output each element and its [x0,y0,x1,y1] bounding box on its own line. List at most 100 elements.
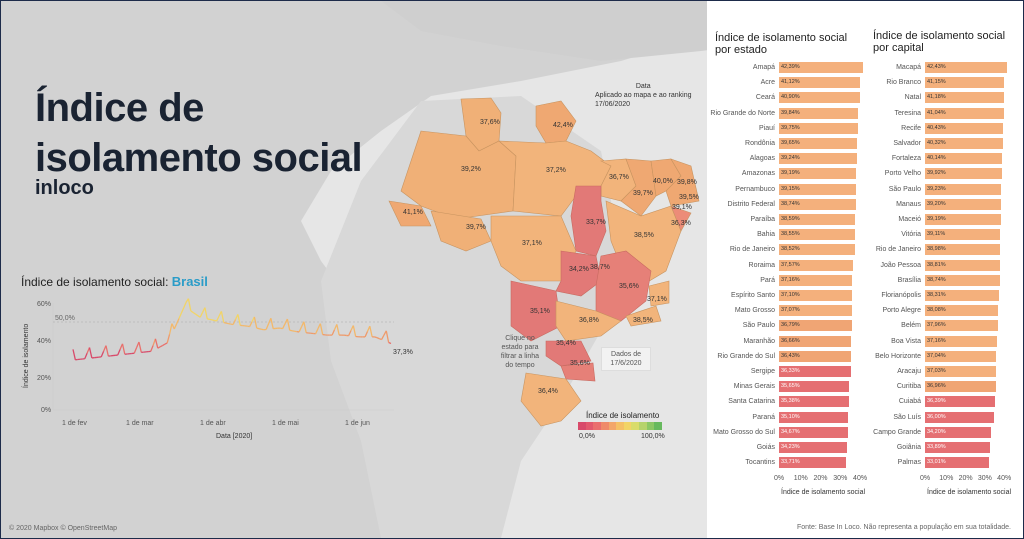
ranking-label[interactable]: Amapá [752,64,775,71]
state-parana[interactable] [545,340,592,367]
ranking-bar[interactable]: 38,74% [779,198,856,210]
ranking-bar[interactable]: 36,43% [779,350,851,362]
ranking-bar[interactable]: 37,16% [779,274,853,286]
ranking-bar[interactable]: 42,43% [925,62,1007,73]
ranking-label[interactable]: Belo Horizonte [875,352,921,360]
ranking-bar[interactable]: 34,67% [779,426,848,438]
ranking-label[interactable]: Distrito Federal [727,200,775,208]
ranking-bar[interactable]: 41,12% [779,77,861,89]
ranking-bar[interactable]: 39,11% [925,229,1001,241]
ranking-label[interactable]: Amazonas [741,170,775,178]
ranking-label[interactable]: Porto Velho [884,170,921,178]
ranking-label[interactable]: João Pessoa [880,261,921,269]
ranking-bar[interactable]: 34,23% [779,442,847,453]
state-tocantins[interactable] [570,185,607,257]
ranking-bar[interactable]: 36,66% [779,335,852,347]
state-goias[interactable] [555,250,602,297]
ranking-label[interactable]: Fortaleza [891,155,921,163]
ranking-label[interactable]: Paraíba [750,216,775,223]
ranking-bar[interactable]: 38,81% [925,259,1000,271]
ranking-label[interactable]: Rio Grande do Norte [710,109,775,117]
ranking-bar[interactable]: 33,01% [925,457,989,469]
ranking-label[interactable]: Bahia [757,231,775,239]
ranking-label[interactable]: Acre [760,79,775,87]
brasil-line-chart[interactable]: 50,0% 60% 40% 20% 0% Índice de isolament… [19,293,429,443]
ranking-label[interactable]: Palmas [897,459,921,467]
ranking-bar[interactable]: 39,19% [925,214,1001,225]
ranking-label[interactable]: Manaus [896,200,921,208]
ranking-label[interactable]: Porto Alegre [882,307,921,315]
ranking-bar[interactable]: 36,00% [925,411,995,423]
ranking-bar[interactable]: 37,07% [779,305,853,317]
ranking-bar[interactable]: 39,19% [779,168,857,180]
ranking-bar[interactable]: 41,15% [925,77,1005,89]
ranking-label[interactable]: Rio de Janeiro [875,246,921,254]
ranking-bar[interactable]: 39,15% [779,183,857,195]
ranking-bar[interactable]: 38,59% [779,214,856,225]
ranking-bar[interactable]: 37,16% [925,335,997,347]
ranking-bar[interactable]: 36,33% [779,366,851,377]
ranking-label[interactable]: Sergipe [750,368,775,375]
state-rondonia[interactable] [430,210,492,252]
ranking-label[interactable]: Vitória [901,231,921,239]
ranking-bar[interactable]: 37,04% [925,350,997,362]
ranking-label[interactable]: Boa Vista [891,337,921,345]
ranking-bar[interactable]: 40,90% [779,92,860,104]
ranking-label[interactable]: Brasília [897,276,921,284]
ranking-bar[interactable]: 37,10% [779,290,853,301]
ranking-label[interactable]: Curitiba [896,383,921,391]
ranking-label[interactable]: Pernambuco [735,185,775,193]
state-santa-catarina[interactable] [560,362,596,382]
ranking-bar[interactable]: 42,39% [779,62,863,73]
ranking-bar[interactable]: 39,24% [779,153,857,165]
ranking-bar[interactable]: 36,39% [925,396,996,408]
ranking-bar[interactable]: 40,43% [925,122,1003,134]
ranking-label[interactable]: Salvador [893,140,921,147]
ranking-label[interactable]: Natal [904,94,921,102]
date-filter-value[interactable]: 17/06/2020 [595,101,631,108]
ranking-label[interactable]: Florianópolis [881,292,921,299]
ranking-label[interactable]: São Paulo [742,322,775,330]
ranking-bar[interactable]: 34,20% [925,426,991,438]
ranking-bar[interactable]: 37,96% [925,320,999,332]
ranking-bar[interactable]: 38,98% [925,244,1001,256]
state-rio-grande-do-sul[interactable] [520,372,582,427]
ranking-bar[interactable]: 40,14% [925,153,1003,165]
ranking-bar[interactable]: 35,38% [779,396,849,408]
ranking-label[interactable]: Goiás [756,444,775,451]
ranking-label[interactable]: Macapá [896,64,921,71]
ranking-label[interactable]: Belém [901,322,921,330]
ranking-label[interactable]: Teresina [894,109,921,117]
ranking-label[interactable]: Mato Grosso [734,307,775,315]
ranking-label[interactable]: Aracaju [897,368,921,375]
ranking-label[interactable]: Roraima [748,261,775,269]
ranking-label[interactable]: Ceará [755,94,775,102]
ranking-bar[interactable]: 39,20% [925,198,1001,210]
ranking-label[interactable]: Maranhão [743,337,775,345]
ranking-bar[interactable]: 39,65% [779,138,858,149]
brazil-states[interactable] [388,97,700,427]
ranking-label[interactable]: Minas Gerais [733,383,775,391]
ranking-label[interactable]: Goiânia [896,444,921,451]
ranking-label[interactable]: Mato Grosso do Sul [713,428,775,436]
state-alagoas-sergipe[interactable] [670,205,692,232]
state-sao-paulo[interactable] [555,300,622,342]
ranking-bar[interactable]: 36,79% [779,320,852,332]
ranking-label[interactable]: Maceió [898,216,921,223]
ranking-label[interactable]: Cuiabá [898,398,921,406]
ranking-label[interactable]: Santa Catarina [728,398,775,406]
ranking-label[interactable]: Paraná [752,413,775,421]
ranking-label[interactable]: São Paulo [888,185,921,193]
ranking-bar[interactable]: 38,31% [925,290,999,301]
ranking-bar[interactable]: 39,23% [925,183,1001,195]
ranking-bar[interactable]: 36,96% [925,381,997,393]
ranking-label[interactable]: São Luís [893,413,921,421]
state-rio-de-janeiro[interactable] [625,305,662,327]
ranking-bar[interactable]: 37,03% [925,366,997,377]
ranking-bar[interactable]: 39,84% [779,107,858,119]
ranking-bar[interactable]: 38,55% [779,229,856,241]
ranking-bar[interactable]: 40,32% [925,138,1003,149]
state-minas-gerais[interactable] [595,250,652,322]
ranking-bar[interactable]: 41,04% [925,107,1005,119]
